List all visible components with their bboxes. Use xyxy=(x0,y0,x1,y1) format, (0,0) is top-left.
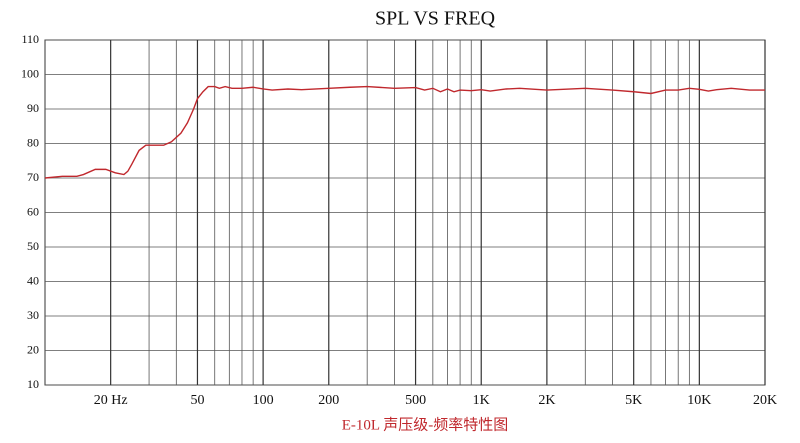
x-tick-label: 500 xyxy=(405,393,426,408)
y-tick-label: 10 xyxy=(27,377,39,391)
y-tick-label: 70 xyxy=(27,170,39,184)
chart-title: SPL VS FREQ xyxy=(375,8,496,30)
x-tick-label: 2K xyxy=(538,393,555,408)
y-tick-label: 60 xyxy=(27,204,39,218)
x-tick-label: 200 xyxy=(318,393,339,408)
x-tick-label: 100 xyxy=(253,393,274,408)
spl-curve xyxy=(44,85,765,179)
y-tick-label: 100 xyxy=(21,66,39,80)
chart-caption: E-10L 声压级-频率特性图 xyxy=(342,415,509,433)
x-tick-label: 10K xyxy=(687,393,711,408)
x-tick-label: 50 xyxy=(190,393,204,408)
x-tick-label: 1K xyxy=(473,393,490,408)
x-tick-label: 5K xyxy=(625,393,642,408)
y-tick-label: 110 xyxy=(21,32,39,46)
x-tick-label: 20 Hz xyxy=(94,393,128,408)
y-tick-label: 20 xyxy=(27,342,39,356)
y-tick-label: 80 xyxy=(27,135,39,149)
x-tick-label: 20K xyxy=(753,393,777,408)
y-tick-label: 30 xyxy=(27,308,39,322)
y-tick-label: 40 xyxy=(27,273,39,287)
y-tick-label: 50 xyxy=(27,239,39,253)
y-tick-label: 90 xyxy=(27,101,39,115)
